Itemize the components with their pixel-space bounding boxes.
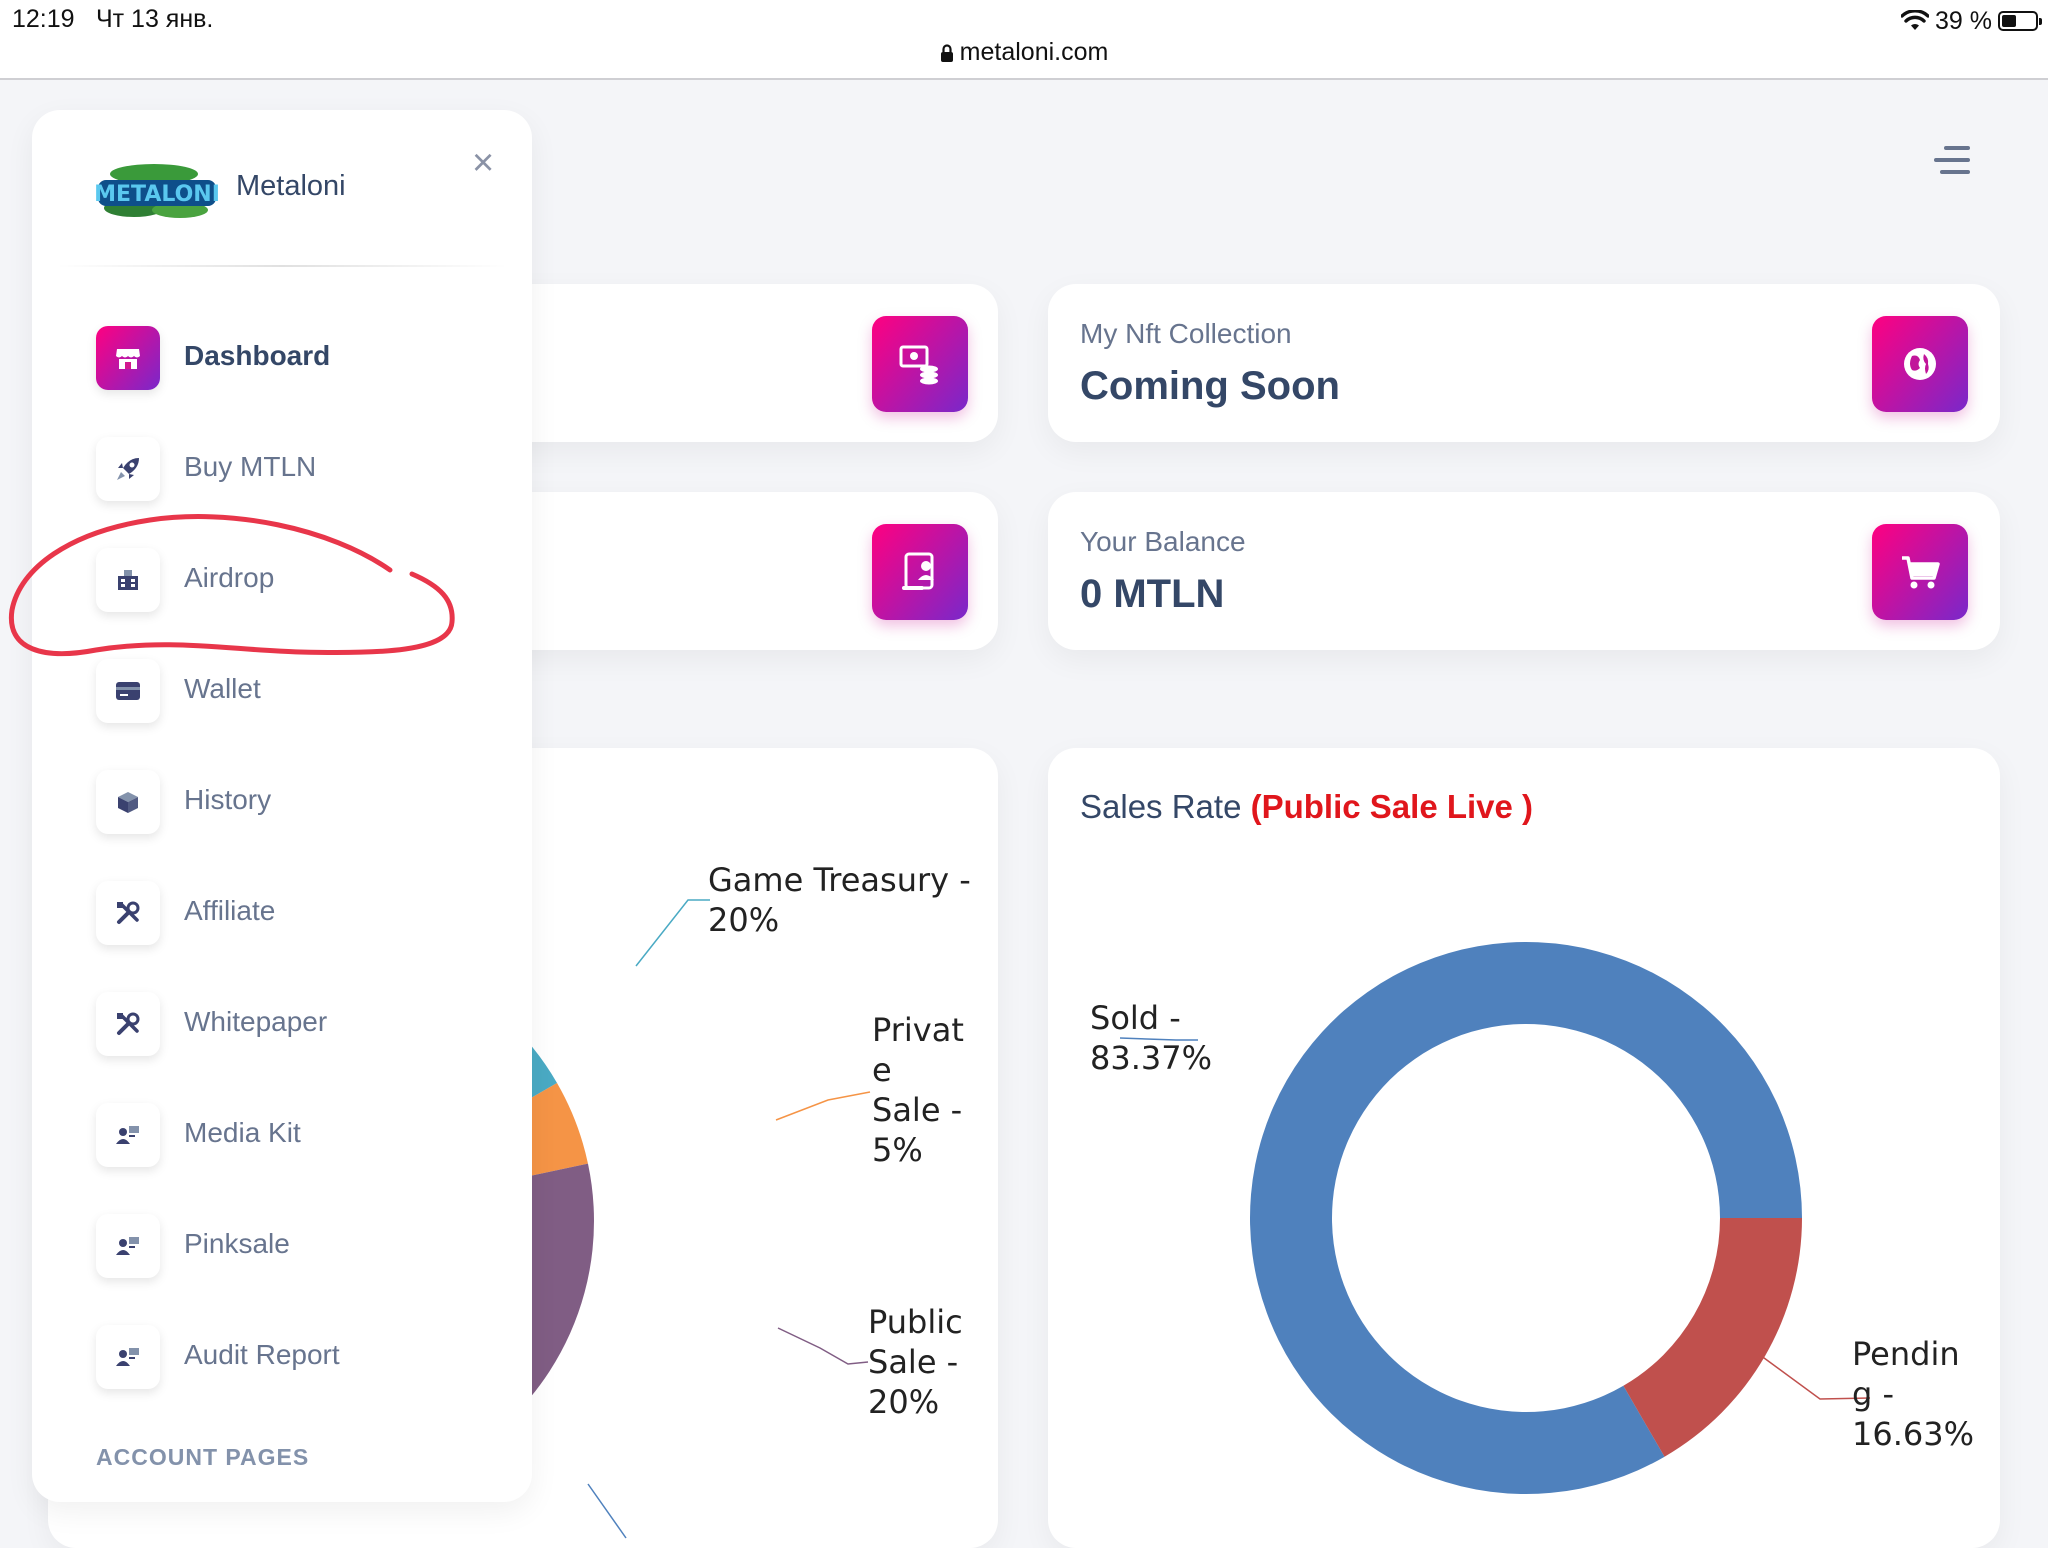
sidebar-item-airdrop[interactable]: Airdrop (96, 548, 516, 612)
status-time: 12:19 (12, 5, 75, 33)
sidebar-item-label: Whitepaper (184, 1006, 328, 1037)
building-icon (96, 548, 160, 612)
sidebar-divider (56, 265, 508, 267)
metaloni-logo[interactable]: METALONI (94, 160, 220, 224)
sidebar-item-audit-report[interactable]: Audit Report (96, 1325, 516, 1389)
credit-card-icon (96, 659, 160, 723)
menu-line (1944, 146, 1970, 150)
sidebar-item-buy-mtln[interactable]: Buy MTLN (96, 437, 516, 501)
user-badge-icon (96, 1214, 160, 1278)
sales-rate-title-text: Sales Rate (1080, 788, 1242, 825)
sold-label: Sold - 83.37% (1090, 999, 1213, 1077)
private-sale-label: Privat e Sale - 5% (872, 1011, 964, 1169)
user-badge-icon (96, 1103, 160, 1167)
pending-leader-line (1759, 1354, 1871, 1400)
public-sale-label: Public Sale - 20% (868, 1303, 963, 1421)
public-sale-live-text: (Public Sale Live ) (1250, 788, 1534, 825)
stat-card-top-left (480, 284, 998, 442)
status-date: Чт 13 янв. (96, 5, 214, 33)
cart-icon (1872, 524, 1968, 620)
game-treasury-label: Game Treasury - 20% (708, 861, 971, 939)
status-bar: 12:19 Чт 13 янв. 39 % metaloni.com (0, 0, 2048, 80)
account-pages-heading: ACCOUNT PAGES (96, 1444, 310, 1470)
sidebar-item-label: Airdrop (184, 562, 275, 593)
balance-card-value: 0 MTLN (1080, 572, 1225, 616)
money-coins-icon (872, 316, 968, 412)
sales-donut (1119, 942, 1871, 1494)
sidebar: METALONI Metaloni × Dashboard Buy MTLN (32, 110, 532, 1502)
private-sale-leader-line (775, 1091, 871, 1121)
menu-line (1940, 170, 1970, 174)
sold-leader-line (1119, 1037, 1198, 1041)
status-indicators: 39 % (1901, 4, 2042, 38)
balance-card: Your Balance 0 MTLN (1048, 492, 2000, 650)
sold-segment (1250, 942, 1802, 1494)
balance-card-label: Your Balance (1080, 526, 1246, 557)
sidebar-item-label: Dashboard (184, 340, 331, 371)
nft-card-label: My Nft Collection (1080, 318, 1292, 349)
tools-icon (96, 881, 160, 945)
svg-text:METALONI: METALONI (94, 182, 220, 207)
sidebar-item-label: Media Kit (184, 1117, 301, 1148)
public-sale-leader-line (777, 1327, 869, 1365)
sales-rate-title: Sales Rate (Public Sale Live ) (1080, 788, 1533, 826)
box-icon (96, 770, 160, 834)
menu-toggle-button[interactable] (1930, 146, 1970, 176)
sidebar-item-label: Audit Report (184, 1339, 340, 1370)
lock-icon (940, 44, 953, 62)
sidebar-item-history[interactable]: History (96, 770, 516, 834)
pending-segment (1623, 1218, 1802, 1457)
sidebar-item-label: Buy MTLN (184, 451, 317, 482)
sidebar-item-label: History (184, 784, 272, 815)
game-treasury-leader-line (635, 899, 710, 967)
remaining-segment-leader-line (587, 1483, 627, 1539)
close-icon[interactable]: × (472, 142, 495, 184)
sales-rate-chart-card: Sales Rate (Public Sale Live ) Sold - 83… (1048, 748, 2000, 1548)
sidebar-item-label: Pinksale (184, 1228, 290, 1259)
sidebar-item-dashboard[interactable]: Dashboard (96, 326, 516, 390)
wifi-icon (1901, 10, 1930, 30)
sidebar-item-media-kit[interactable]: Media Kit (96, 1103, 516, 1167)
stat-card-mid-left (480, 492, 998, 650)
address-bar[interactable]: metaloni.com (0, 38, 2048, 67)
document-user-icon (872, 524, 968, 620)
nft-collection-card: My Nft Collection Coming Soon (1048, 284, 2000, 442)
sidebar-item-label: Affiliate (184, 895, 276, 926)
battery-icon (1998, 11, 2042, 31)
globe-icon (1872, 316, 1968, 412)
tools-icon (96, 992, 160, 1056)
sidebar-item-pinksale[interactable]: Pinksale (96, 1214, 516, 1278)
menu-line (1934, 158, 1970, 162)
sidebar-item-whitepaper[interactable]: Whitepaper (96, 992, 516, 1056)
battery-percentage: 39 % (1935, 6, 1992, 35)
rocket-icon (96, 437, 160, 501)
user-badge-icon (96, 1325, 160, 1389)
url-text[interactable]: metaloni.com (959, 38, 1109, 66)
sidebar-item-wallet[interactable]: Wallet (96, 659, 516, 723)
pending-label: Pendin g - 16.63% (1852, 1335, 1975, 1453)
brand-name[interactable]: Metaloni (236, 170, 346, 202)
sidebar-item-affiliate[interactable]: Affiliate (96, 881, 516, 945)
sidebar-item-label: Wallet (184, 673, 261, 704)
nft-card-value: Coming Soon (1080, 364, 1340, 408)
shop-icon (96, 326, 160, 390)
